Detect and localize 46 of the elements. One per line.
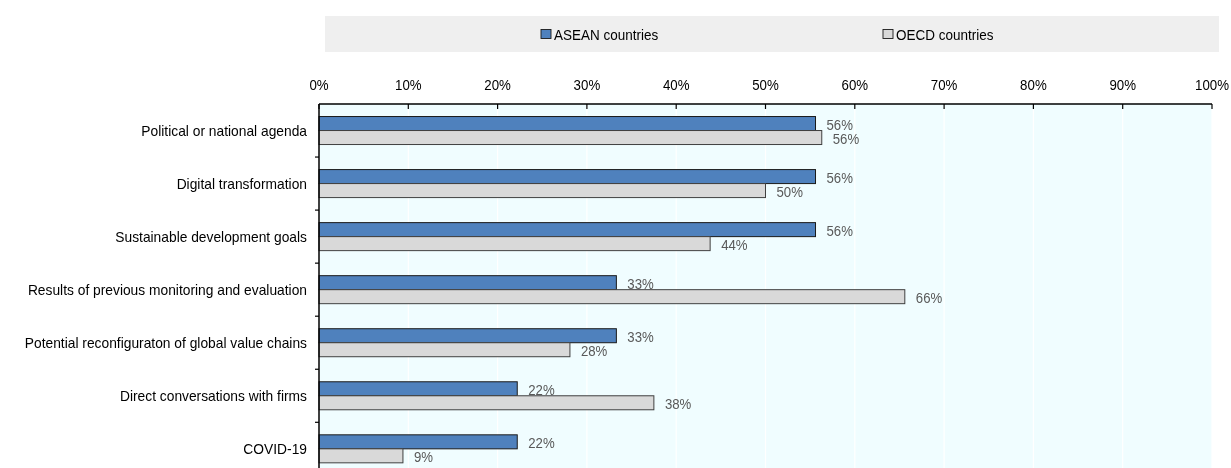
data-label: 44% xyxy=(721,236,748,254)
data-label: 33% xyxy=(627,328,655,346)
bar xyxy=(318,222,817,238)
data-label: 33% xyxy=(627,275,655,293)
data-label: 22% xyxy=(528,434,556,452)
x-tick-label: 70% xyxy=(930,77,958,93)
y-tick-label: Potential reconfiguraton of global value chains xyxy=(24,334,307,352)
legend-label: ASEAN countries xyxy=(554,26,659,43)
data-label: 22% xyxy=(528,381,556,399)
data-label: 50% xyxy=(776,183,804,201)
data-label: 66% xyxy=(915,289,943,307)
y-tick-label: Political or national agenda xyxy=(141,122,308,139)
bar xyxy=(318,275,617,291)
y-tick-label: Direct conversations with firms xyxy=(119,387,307,405)
data-label: 56% xyxy=(826,222,854,240)
x-tick-label: 0% xyxy=(309,77,329,93)
bar xyxy=(318,130,823,146)
x-tick-label: 40% xyxy=(662,77,690,93)
y-tick-label: Results of previous monitoring and evaluation xyxy=(27,281,307,298)
bar xyxy=(318,328,617,344)
bar xyxy=(318,448,404,464)
bar xyxy=(318,116,817,132)
bar xyxy=(318,289,906,305)
data-label: 56% xyxy=(826,169,854,187)
x-tick-label: 50% xyxy=(752,77,779,93)
x-tick-label: 20% xyxy=(484,77,511,93)
y-tick-label: Digital transformation xyxy=(176,175,307,192)
bar xyxy=(318,381,518,397)
bar xyxy=(318,183,766,199)
data-label: 38% xyxy=(664,395,692,413)
x-tick-label: 60% xyxy=(841,77,869,93)
data-label: 9% xyxy=(413,448,434,466)
bar xyxy=(318,395,655,411)
y-tick-label: COVID-19 xyxy=(243,440,307,458)
x-tick-label: 100% xyxy=(1195,77,1229,93)
legend-label: OECD countries xyxy=(896,26,994,43)
data-label: 28% xyxy=(580,342,608,360)
x-tick-label: 80% xyxy=(1020,77,1047,93)
x-tick-label: 30% xyxy=(573,77,601,93)
bar xyxy=(318,342,571,358)
y-tick-label: Sustainable development goals xyxy=(115,228,307,245)
bar xyxy=(318,169,817,185)
bar xyxy=(318,434,518,450)
x-tick-label: 90% xyxy=(1109,77,1136,93)
x-tick-label: 10% xyxy=(395,77,422,93)
bar xyxy=(318,236,711,252)
